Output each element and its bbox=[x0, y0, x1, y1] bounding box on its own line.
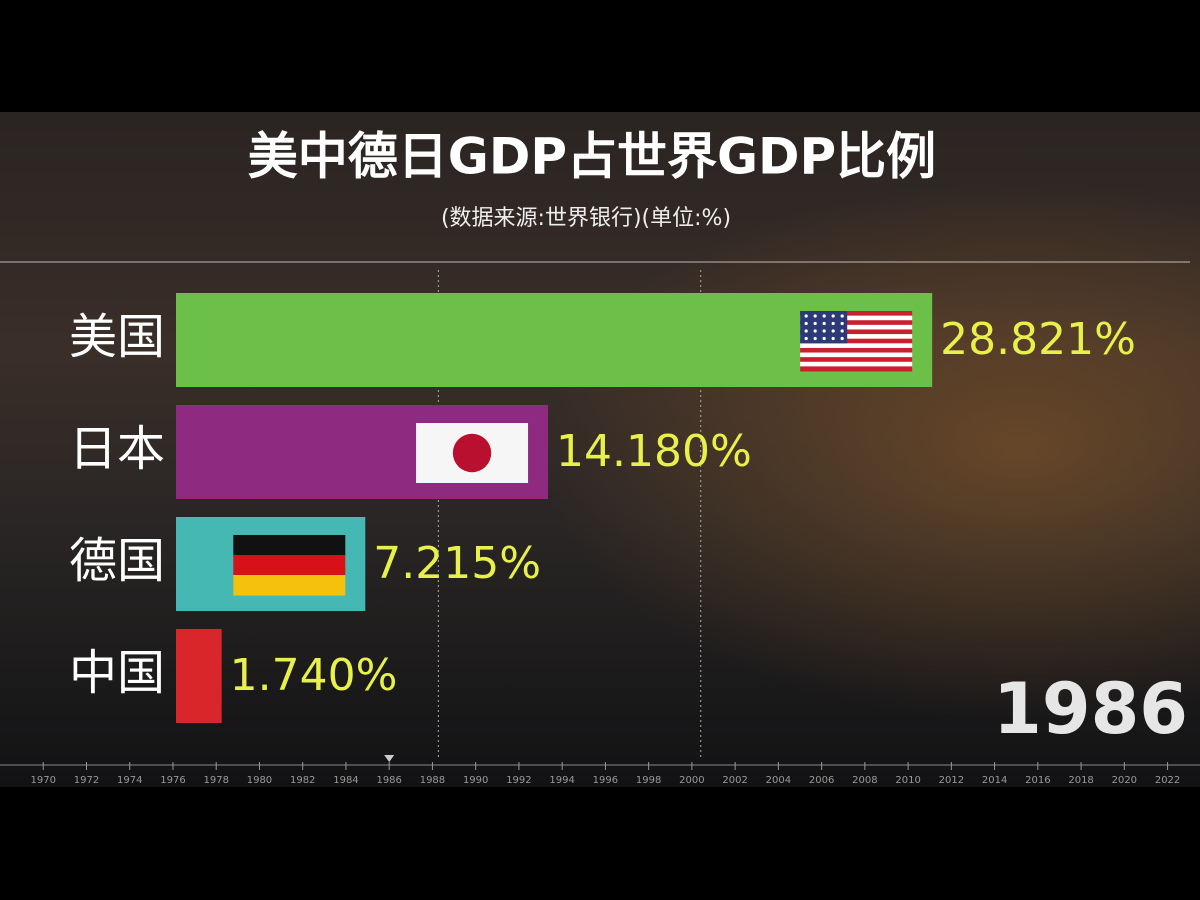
flag-star bbox=[813, 321, 817, 326]
current-year: 1986 bbox=[993, 668, 1188, 750]
flag-star bbox=[840, 329, 844, 333]
timeline-label: 2002 bbox=[722, 775, 747, 786]
flag-star bbox=[804, 314, 808, 318]
chart-title: 美中德日GDP占世界GDP比例 bbox=[248, 128, 936, 186]
timeline-label: 2004 bbox=[766, 775, 791, 786]
flag-stripe bbox=[800, 361, 913, 367]
flag-stripe bbox=[800, 352, 913, 358]
timeline-label: 1982 bbox=[290, 775, 315, 786]
flag bbox=[233, 535, 346, 596]
flag-star bbox=[813, 329, 817, 333]
value-label: 28.821% bbox=[940, 314, 1136, 365]
timeline-label: 2022 bbox=[1155, 775, 1180, 786]
flag-star bbox=[822, 321, 826, 326]
timeline-label: 1990 bbox=[463, 775, 488, 786]
timeline-label: 2020 bbox=[1112, 775, 1137, 786]
timeline-label: 1972 bbox=[74, 775, 99, 786]
flag-stripe bbox=[800, 338, 913, 344]
flag-stripe bbox=[800, 347, 913, 354]
timeline-label: 1988 bbox=[420, 775, 445, 786]
category-label: 德国 bbox=[69, 533, 165, 589]
flag-stripe bbox=[800, 366, 913, 372]
timeline-label: 2000 bbox=[679, 775, 704, 786]
flag bbox=[800, 311, 913, 372]
flag-star bbox=[822, 336, 826, 341]
timeline-label: 1976 bbox=[160, 775, 185, 786]
flag-stripe bbox=[800, 343, 913, 349]
value-label: 1.740% bbox=[230, 650, 398, 701]
flag-stripe bbox=[800, 329, 913, 335]
flag-stripe bbox=[233, 535, 346, 556]
timeline-label: 2010 bbox=[895, 775, 920, 786]
flag-stripe bbox=[233, 555, 346, 576]
timeline-label: 2018 bbox=[1068, 775, 1093, 786]
timeline-label: 2006 bbox=[809, 775, 834, 786]
flag-star bbox=[831, 329, 835, 333]
flag-stripe bbox=[800, 334, 913, 340]
flag-stripe bbox=[800, 311, 913, 317]
flag-star bbox=[822, 329, 826, 333]
flag-star bbox=[831, 321, 835, 326]
timeline-label: 2016 bbox=[1025, 775, 1050, 786]
flag-star bbox=[840, 314, 844, 318]
timeline-label: 2008 bbox=[852, 775, 877, 786]
timeline-label: 1974 bbox=[117, 775, 142, 786]
flag-star bbox=[813, 314, 817, 318]
flag-stripe bbox=[800, 357, 913, 363]
timeline-label: 1992 bbox=[506, 775, 531, 786]
category-label: 日本 bbox=[69, 421, 165, 477]
timeline-marker bbox=[384, 755, 395, 762]
flag-star bbox=[831, 336, 835, 341]
flag-disc bbox=[452, 433, 492, 473]
timeline-label: 1986 bbox=[376, 775, 401, 786]
flag-stripe bbox=[800, 324, 913, 330]
timeline-label: 2012 bbox=[939, 775, 964, 786]
value-label: 14.180% bbox=[556, 426, 752, 477]
timeline-label: 1970 bbox=[31, 775, 56, 786]
category-label: 中国 bbox=[69, 645, 165, 701]
timeline-label: 1998 bbox=[636, 775, 661, 786]
chart-subtitle: (数据来源:世界银行)(单位:%) bbox=[441, 206, 731, 231]
timeline-label: 1980 bbox=[247, 775, 272, 786]
timeline-label: 1996 bbox=[593, 775, 618, 786]
flag-stripe bbox=[800, 315, 913, 321]
value-label: 7.215% bbox=[373, 538, 541, 589]
category-label: 美国 bbox=[69, 309, 165, 365]
flag-star bbox=[813, 336, 817, 341]
flag-star bbox=[831, 314, 835, 318]
flag-star bbox=[822, 314, 826, 318]
timeline-label: 2014 bbox=[982, 775, 1007, 786]
bar bbox=[176, 629, 222, 723]
flag-stripe bbox=[800, 320, 913, 326]
flag-star bbox=[840, 336, 844, 341]
timeline-label: 1994 bbox=[549, 775, 574, 786]
flag bbox=[416, 423, 529, 483]
flag-star bbox=[804, 336, 808, 341]
flag-stripe bbox=[233, 575, 346, 596]
flag-star bbox=[804, 321, 808, 326]
timeline-label: 1978 bbox=[203, 775, 228, 786]
timeline-label: 1984 bbox=[333, 775, 358, 786]
flag-star bbox=[840, 321, 844, 326]
flag-star bbox=[804, 329, 808, 333]
